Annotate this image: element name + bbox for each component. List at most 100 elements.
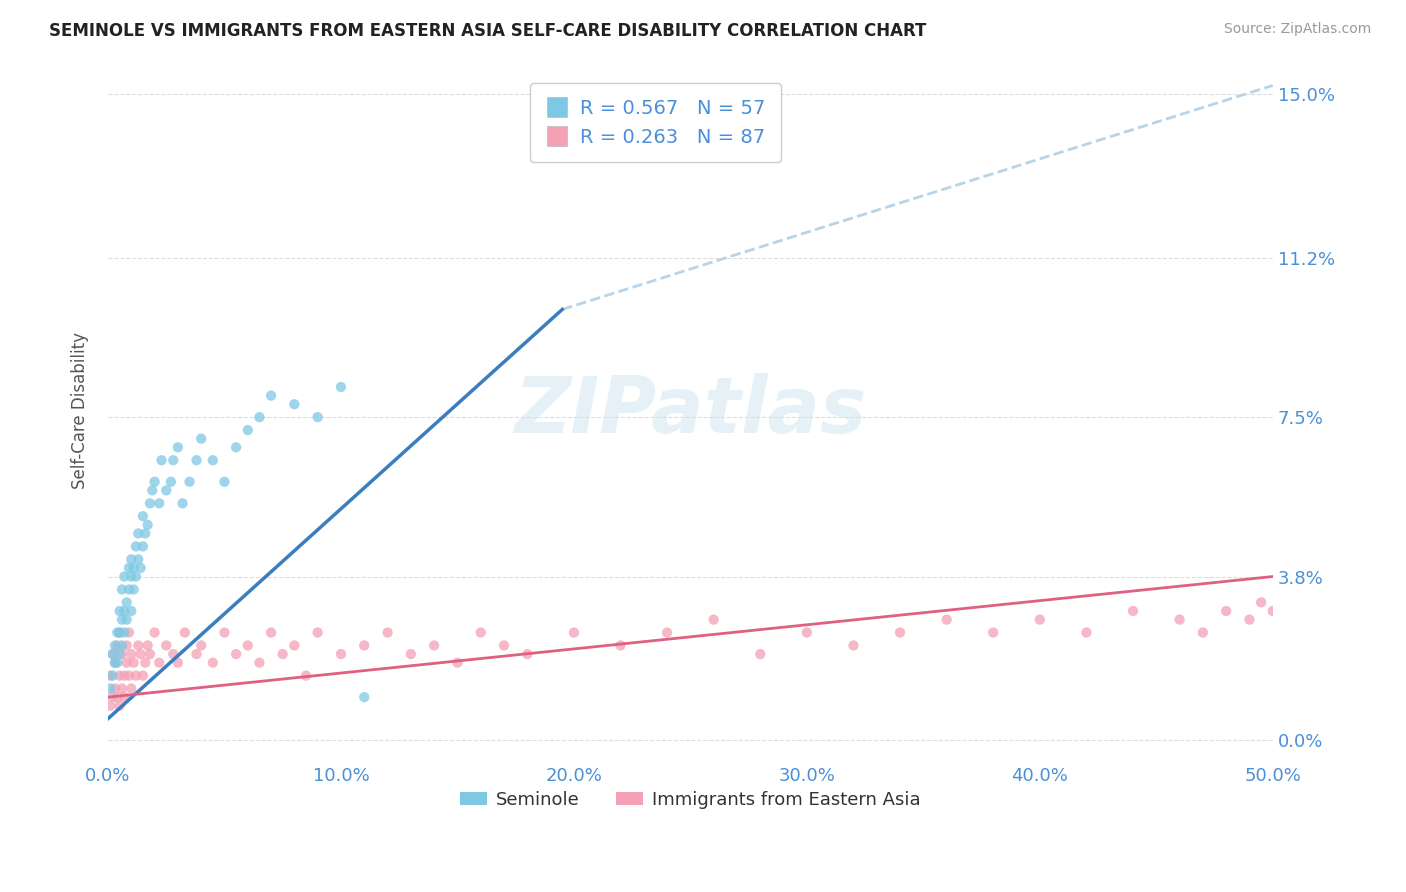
Point <box>1274 613 1296 627</box>
Point <box>423 639 446 653</box>
Point <box>136 517 159 532</box>
Point <box>148 496 170 510</box>
Point <box>104 656 127 670</box>
Point <box>111 639 134 653</box>
Point <box>1285 595 1308 609</box>
Point <box>127 639 149 653</box>
Point <box>112 668 135 682</box>
Point <box>111 613 134 627</box>
Point <box>399 647 422 661</box>
Point <box>139 496 162 510</box>
Point <box>125 668 148 682</box>
Point <box>105 639 128 653</box>
Point <box>127 526 149 541</box>
Point <box>295 668 318 682</box>
Point <box>105 656 128 670</box>
Point <box>172 496 194 510</box>
Point <box>1168 613 1191 627</box>
Point <box>1402 595 1406 609</box>
Point <box>101 647 124 661</box>
Point <box>129 561 152 575</box>
Point <box>260 625 283 640</box>
Point <box>122 582 145 597</box>
Point <box>201 656 224 670</box>
Text: ZIPatlas: ZIPatlas <box>515 373 866 449</box>
Point <box>127 552 149 566</box>
Point <box>703 613 725 627</box>
Point <box>609 639 631 653</box>
Point <box>104 656 127 670</box>
Point <box>105 625 128 640</box>
Point <box>132 509 155 524</box>
Point <box>115 656 138 670</box>
Point <box>236 423 259 437</box>
Point <box>283 639 305 653</box>
Point <box>249 410 271 425</box>
Point <box>134 656 156 670</box>
Point <box>155 483 177 498</box>
Point <box>129 647 152 661</box>
Point <box>112 604 135 618</box>
Point <box>118 561 141 575</box>
Point <box>173 625 195 640</box>
Point <box>141 483 163 498</box>
Point <box>981 625 1004 640</box>
Point <box>190 432 212 446</box>
Point <box>214 625 236 640</box>
Point <box>377 625 399 640</box>
Point <box>1122 604 1144 618</box>
Point <box>108 698 131 713</box>
Point <box>150 453 173 467</box>
Point <box>1076 625 1098 640</box>
Point <box>162 453 184 467</box>
Point <box>111 582 134 597</box>
Point <box>125 569 148 583</box>
Legend: Seminole, Immigrants from Eastern Asia: Seminole, Immigrants from Eastern Asia <box>453 783 928 816</box>
Point <box>1192 625 1215 640</box>
Point <box>160 475 183 489</box>
Point <box>1261 604 1284 618</box>
Point <box>104 681 127 696</box>
Point <box>104 639 127 653</box>
Point <box>225 440 247 454</box>
Point <box>111 647 134 661</box>
Point <box>105 690 128 705</box>
Point <box>132 540 155 554</box>
Point <box>122 656 145 670</box>
Point <box>1378 604 1400 618</box>
Point <box>329 380 352 394</box>
Point <box>108 625 131 640</box>
Point <box>655 625 678 640</box>
Point <box>307 410 329 425</box>
Point <box>889 625 911 640</box>
Point <box>143 625 166 640</box>
Point <box>935 613 957 627</box>
Point <box>271 647 294 661</box>
Point <box>1250 595 1272 609</box>
Point <box>516 647 538 661</box>
Point <box>143 475 166 489</box>
Point <box>120 569 142 583</box>
Point <box>118 668 141 682</box>
Point <box>1029 613 1052 627</box>
Point <box>1239 613 1261 627</box>
Point <box>134 526 156 541</box>
Point <box>108 647 131 661</box>
Point <box>155 639 177 653</box>
Text: Source: ZipAtlas.com: Source: ZipAtlas.com <box>1223 22 1371 37</box>
Point <box>139 647 162 661</box>
Point <box>111 681 134 696</box>
Point <box>353 690 375 705</box>
Point <box>214 475 236 489</box>
Point <box>562 625 585 640</box>
Text: SEMINOLE VS IMMIGRANTS FROM EASTERN ASIA SELF-CARE DISABILITY CORRELATION CHART: SEMINOLE VS IMMIGRANTS FROM EASTERN ASIA… <box>49 22 927 40</box>
Point <box>98 668 121 682</box>
Y-axis label: Self-Care Disability: Self-Care Disability <box>72 332 89 489</box>
Point <box>108 604 131 618</box>
Point <box>353 639 375 653</box>
Point <box>108 625 131 640</box>
Point <box>307 625 329 640</box>
Point <box>283 397 305 411</box>
Point <box>186 647 208 661</box>
Point <box>120 552 142 566</box>
